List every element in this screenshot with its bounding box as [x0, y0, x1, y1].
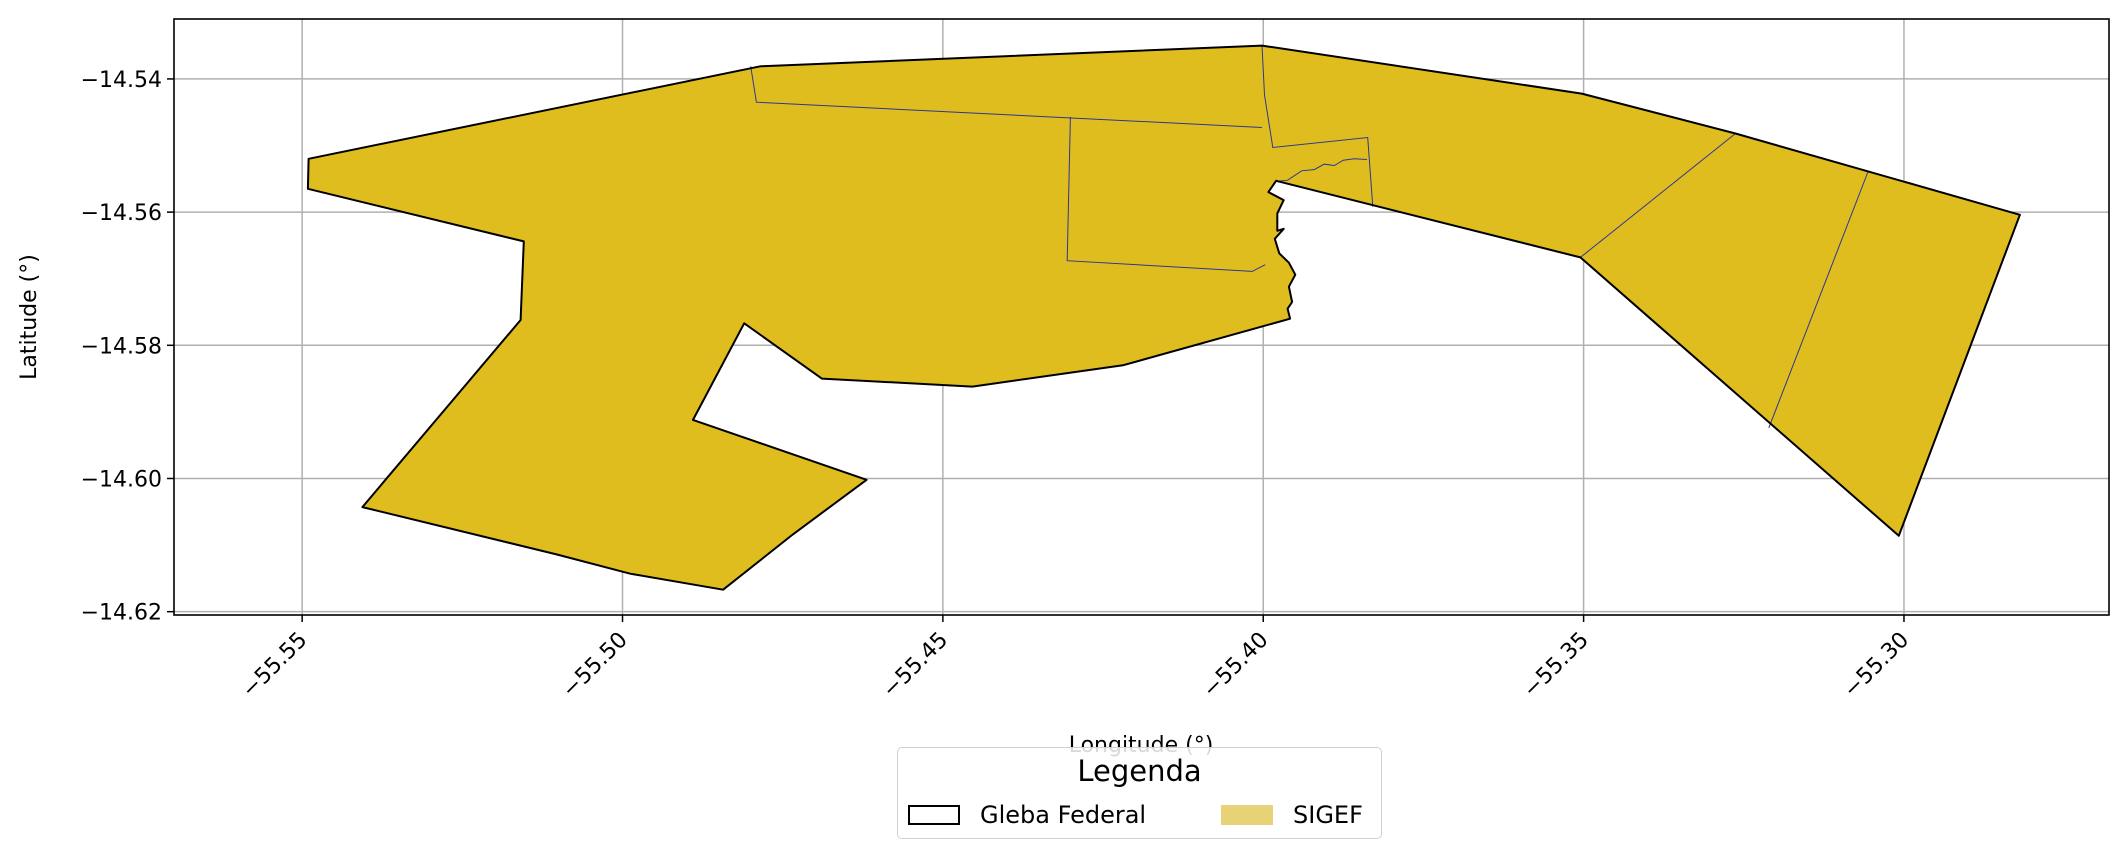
legend-label-sigef: SIGEF: [1293, 801, 1363, 829]
legend-item-sigef: SIGEF: [1221, 801, 1363, 829]
plot-frame: [173, 18, 2110, 616]
x-axis-ticks: −55.55 −55.50 −55.45 −55.40 −55.35 −55.30: [237, 615, 1914, 703]
parcel-boundary: [1768, 171, 1869, 429]
parcel-boundary: [750, 66, 1263, 128]
x-tick-label: −55.35: [1519, 628, 1594, 703]
x-tick-label: −55.45: [878, 628, 953, 703]
y-axis-ticks: −14.54 −14.56 −14.58 −14.60 −14.62: [81, 68, 174, 626]
legend-label-gleba-federal: Gleba Federal: [980, 801, 1147, 829]
gleba-federal-swatch: [908, 805, 960, 825]
legend-item-gleba-federal: Gleba Federal: [908, 801, 1147, 829]
parcel-boundary: [1275, 158, 1368, 182]
parcel-boundaries: [750, 45, 1869, 429]
parcel-boundary: [1066, 116, 1266, 272]
legend: Legenda Gleba Federal SIGEF: [897, 747, 1382, 839]
sigef-swatch: [1221, 805, 1273, 825]
sigef-polygons: [306, 44, 2021, 591]
y-tick-label: −14.58: [81, 334, 162, 359]
x-tick-label: −55.30: [1839, 628, 1914, 703]
x-tick-label: −55.50: [558, 628, 633, 703]
x-tick-label: −55.55: [237, 628, 312, 703]
x-tick-label: −55.40: [1198, 628, 1273, 703]
parcel-boundary: [1580, 133, 1736, 258]
sigef-area: [307, 45, 2020, 590]
gleba-federal-outline: [306, 44, 2021, 591]
y-tick-label: −14.60: [81, 467, 162, 492]
y-tick-label: −14.56: [81, 201, 162, 226]
legend-title: Legenda: [1077, 754, 1202, 788]
y-tick-label: −14.62: [81, 601, 162, 626]
y-axis-title: Latitude (°): [17, 254, 42, 380]
parcel-boundary: [1261, 45, 1374, 207]
y-tick-label: −14.54: [81, 68, 162, 93]
